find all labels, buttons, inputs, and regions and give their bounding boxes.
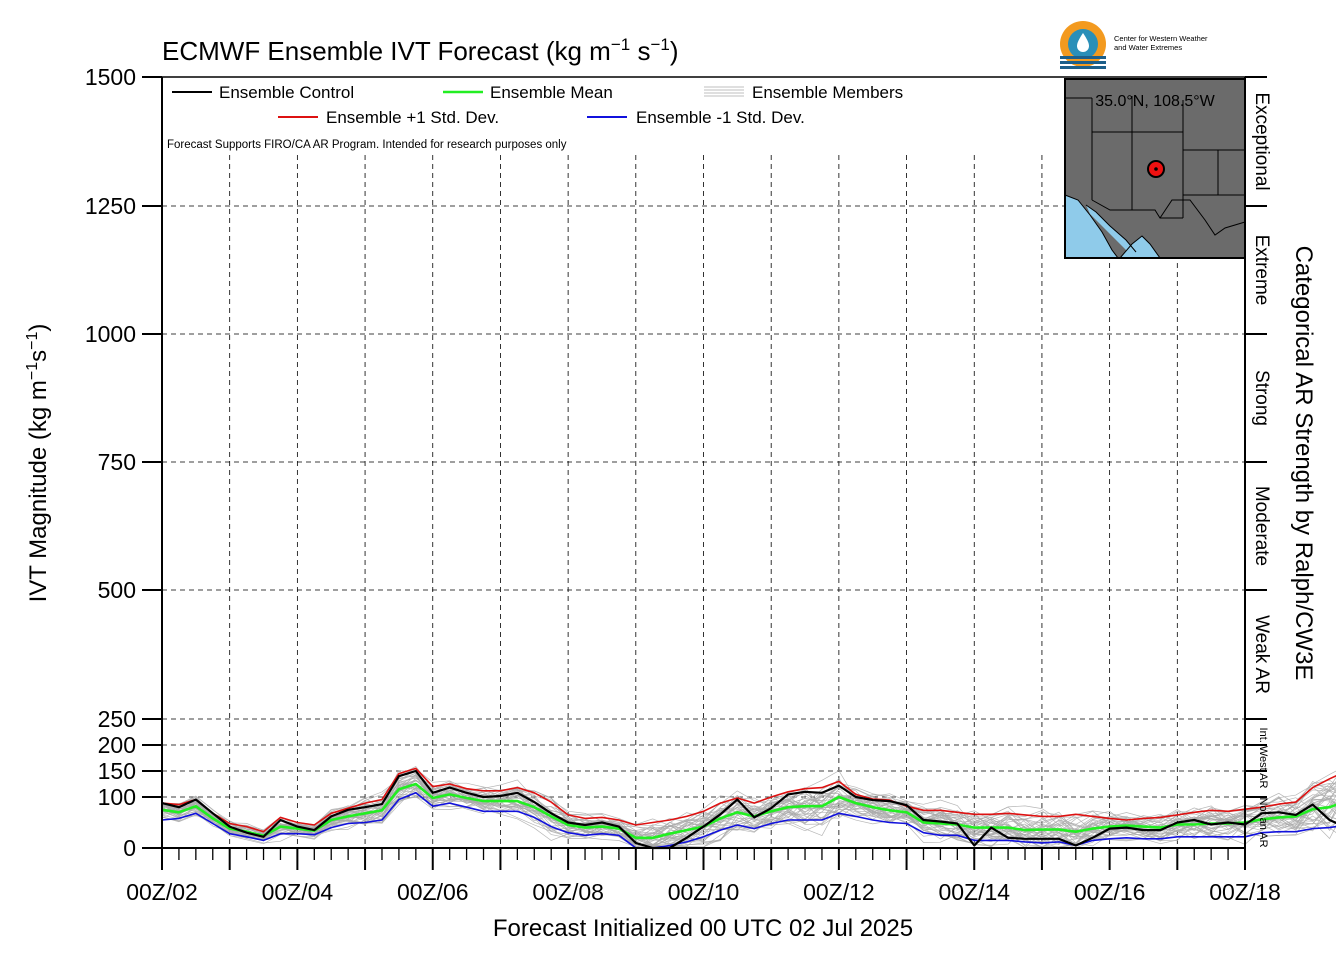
- logo-line1: Center for Western Weather: [1114, 34, 1208, 43]
- inset-gulf: [1086, 205, 1136, 254]
- y-tick-label: 1000: [85, 321, 136, 347]
- control-line: [161, 769, 1336, 850]
- y-tick-label: 200: [98, 732, 136, 758]
- legend-minus-std-label: Ensemble -1 Std. Dev.: [636, 108, 805, 127]
- category-label: Not an AR: [1257, 797, 1269, 847]
- x-tick-label: 00Z/04: [262, 879, 334, 905]
- legend-members-swatch: [704, 86, 744, 97]
- location-marker-dot-icon: [1154, 167, 1158, 171]
- grid: [162, 155, 1245, 848]
- category-label: Weak AR: [1251, 615, 1272, 694]
- minus-std-line: [161, 791, 1336, 849]
- logo-drop-icon: [1077, 33, 1089, 52]
- y-tick-label: 150: [98, 758, 136, 784]
- x-tick-label: 00Z/12: [803, 879, 875, 905]
- legend: Ensemble Control Ensemble Mean Ensemble …: [167, 83, 903, 151]
- legend-control-label: Ensemble Control: [219, 83, 354, 102]
- x-tick-label: 00Z/08: [532, 879, 604, 905]
- ensemble-member-line: [161, 783, 1336, 839]
- x-tick-label: 00Z/18: [1209, 879, 1281, 905]
- inset-gulf-south: [1120, 236, 1160, 258]
- y-tick-label: 100: [98, 784, 136, 810]
- x-tick-label: 00Z/14: [938, 879, 1010, 905]
- mean-line: [161, 782, 1336, 840]
- logo-line2: and Water Extremes: [1114, 43, 1182, 52]
- inset-location-label: 35.0°N, 108.5°W: [1095, 93, 1215, 110]
- inset-ocean: [1065, 195, 1118, 258]
- inset-coast: [1064, 194, 1161, 259]
- y-tick-label: 500: [98, 577, 136, 603]
- y-axis-title: IVT Magnitude (kg m−1s−1): [24, 324, 52, 603]
- x-tick-label: 00Z/06: [397, 879, 469, 905]
- x-tick-label: 00Z/02: [126, 879, 198, 905]
- y-tick-label: 1250: [85, 193, 136, 219]
- category-label: Int. West AR: [1257, 728, 1269, 789]
- category-label: Exceptional: [1251, 92, 1272, 190]
- y-tick-label: 250: [98, 706, 136, 732]
- x-axis-title: Forecast Initialized 00 UTC 02 Jul 2025: [493, 915, 913, 942]
- right-axis-title: Categorical AR Strength by Ralph/CW3E: [1290, 246, 1317, 681]
- series-lines: [161, 767, 1336, 850]
- legend-mean-label: Ensemble Mean: [490, 83, 613, 102]
- category-label: Strong: [1251, 370, 1272, 426]
- ensemble-member-line: [161, 783, 1336, 844]
- category-label: Moderate: [1251, 486, 1272, 566]
- ensemble-member-line: [161, 778, 1336, 846]
- y-tick-label: 750: [98, 449, 136, 475]
- x-tick-label: 00Z/10: [668, 879, 740, 905]
- inset-borders: [1065, 96, 1246, 236]
- legend-members-label: Ensemble Members: [752, 83, 903, 102]
- y-tick-label: 1500: [85, 64, 136, 90]
- ensemble-member-line: [161, 770, 1336, 848]
- x-tick-label: 00Z/16: [1074, 879, 1146, 905]
- category-label: Extreme: [1251, 235, 1272, 306]
- inset-frame: [1064, 78, 1246, 259]
- y-tick-label: 0: [123, 835, 136, 861]
- chart-title: ECMWF Ensemble IVT Forecast (kg m−1 s−1): [162, 35, 679, 66]
- inset-map: 35.0°N, 108.5°W: [1064, 78, 1246, 259]
- plus-std-line: [161, 767, 1336, 833]
- legend-plus-std-label: Ensemble +1 Std. Dev.: [326, 108, 499, 127]
- cw3e-logo: Center for Western Weather and Water Ext…: [1060, 21, 1208, 69]
- legend-note: Forecast Supports FIRO/CA AR Program. In…: [167, 139, 567, 151]
